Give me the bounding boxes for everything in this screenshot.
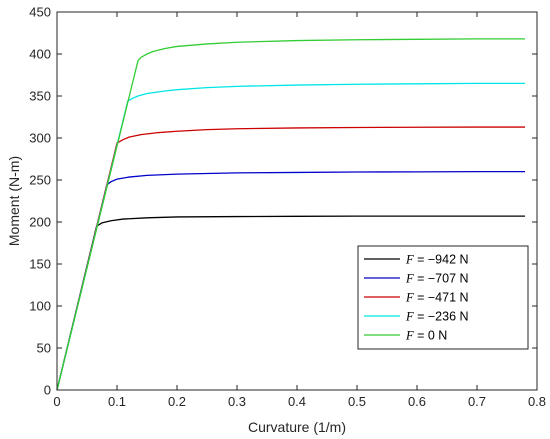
legend-value: = −236 N	[414, 310, 469, 324]
x-axis-label: Curvature (1/m)	[248, 419, 346, 435]
legend-variable: F	[405, 272, 414, 286]
legend-value: = 0 N	[414, 329, 448, 343]
x-tick-label: 0.1	[108, 394, 126, 409]
tick-label-layer: 0 0.1 0.2 0.3 0.4 0.5 0.6 0.7 0.8 0 50 100 150 200 250…	[29, 5, 546, 410]
legend-variable: F	[405, 253, 414, 267]
x-tick-label: 0.6	[408, 394, 426, 409]
legend-value: = −942 N	[414, 253, 469, 267]
y-tick-label: 150	[29, 257, 51, 272]
legend-variable: F	[405, 291, 414, 305]
legend-entry-4: F = −236 N	[405, 310, 469, 324]
x-tick-label: 0.3	[228, 394, 246, 409]
legend-entry-5: F = 0 N	[405, 329, 447, 343]
y-tick-label: 400	[29, 47, 51, 62]
legend-variable: F	[405, 329, 414, 343]
y-tick-label: 200	[29, 215, 51, 230]
legend-variable: F	[405, 310, 414, 324]
legend-entry-2: F = −707 N	[405, 272, 469, 286]
x-tick-label: 0.7	[468, 394, 486, 409]
series-line-5	[56, 38, 525, 391]
y-tick-label: 0	[44, 383, 51, 398]
series-line-4	[56, 82, 525, 391]
x-tick-label: 0	[53, 394, 60, 409]
legend: F = −942 NF = −707 NF = −471 NF = −236 N…	[357, 245, 529, 350]
legend-entry-1: F = −942 N	[405, 253, 469, 267]
y-axis-label: Moment (N-m)	[6, 156, 22, 246]
series-line-2	[56, 170, 525, 391]
y-tick-label: 100	[29, 299, 51, 314]
y-tick-label: 50	[37, 341, 51, 356]
y-tick-label: 450	[29, 5, 51, 20]
axes-layer	[56, 11, 538, 391]
y-tick-label: 350	[29, 89, 51, 104]
legend-entry-3: F = −471 N	[405, 291, 469, 305]
series-layer	[56, 38, 525, 391]
y-tick-label: 250	[29, 173, 51, 188]
x-tick-label: 0.2	[168, 394, 186, 409]
x-tick-label: 0.4	[288, 394, 306, 409]
series-line-3	[56, 126, 525, 391]
legend-value: = −471 N	[414, 291, 469, 305]
legend-value: = −707 N	[414, 272, 469, 286]
x-tick-label: 0.5	[348, 394, 366, 409]
series-line-1	[56, 215, 525, 391]
y-tick-label: 300	[29, 131, 51, 146]
x-tick-label: 0.8	[528, 394, 546, 409]
